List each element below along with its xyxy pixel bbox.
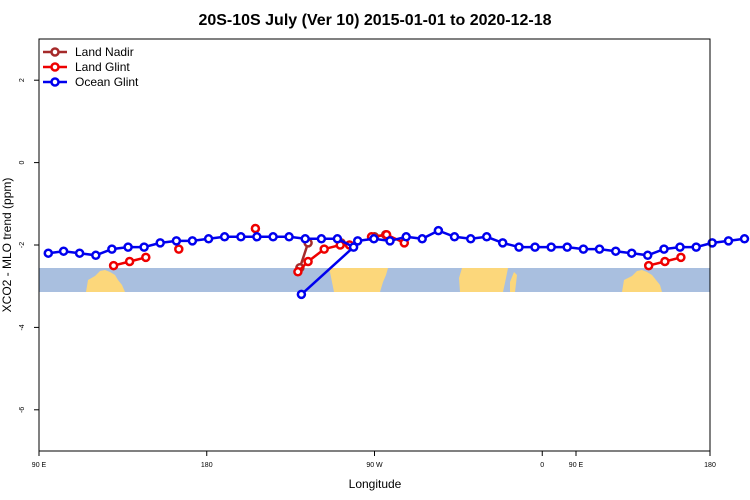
x-tick-label: 90 E bbox=[569, 462, 584, 469]
land-south-america bbox=[328, 268, 388, 292]
land-madagascar bbox=[510, 272, 517, 292]
data-point-ocean-glint bbox=[578, 244, 589, 254]
plot-frame bbox=[38, 38, 711, 452]
legend-item-land-glint: Land Glint bbox=[43, 60, 130, 74]
x-axis-label: Longitude bbox=[349, 477, 402, 491]
y-tick-label: -4 bbox=[19, 324, 26, 330]
x-tick-label: 90 E bbox=[32, 462, 47, 469]
data-point-ocean-glint bbox=[107, 244, 117, 254]
data-point-ocean-glint bbox=[642, 250, 653, 261]
data-point-ocean-glint bbox=[691, 242, 701, 252]
data-point-land-glint bbox=[293, 267, 303, 277]
data-point-ocean-glint bbox=[236, 232, 246, 242]
data-point-ocean-glint bbox=[481, 232, 492, 242]
data-point-land-glint bbox=[303, 256, 313, 267]
chart-title: 20S-10S July (Ver 10) 2015-01-01 to 2020… bbox=[198, 12, 551, 29]
legend-swatch-marker bbox=[50, 62, 60, 72]
data-point-ocean-glint bbox=[417, 234, 427, 244]
data-point-ocean-glint bbox=[449, 232, 460, 242]
data-point-ocean-glint bbox=[401, 232, 411, 242]
legend-item-ocean-glint: Ocean Glint bbox=[43, 75, 139, 89]
data-point-land-glint bbox=[660, 256, 670, 267]
x-tick-label: 180 bbox=[201, 462, 213, 469]
data-point-land-glint bbox=[174, 244, 184, 254]
legend-label: Land Nadir bbox=[75, 45, 134, 59]
data-point-ocean-glint bbox=[123, 242, 133, 252]
data-point-ocean-glint bbox=[594, 244, 605, 254]
data-point-ocean-glint bbox=[268, 232, 278, 242]
legend-swatch-marker bbox=[50, 47, 60, 57]
y-tick-label: 0 bbox=[19, 161, 26, 165]
x-tick-label: 90 W bbox=[366, 462, 383, 469]
data-point-ocean-glint bbox=[352, 236, 363, 246]
data-point-ocean-glint bbox=[465, 234, 476, 244]
data-point-ocean-glint bbox=[252, 232, 262, 242]
series-layer bbox=[43, 223, 750, 300]
y-tick-label: -6 bbox=[19, 407, 26, 413]
series-ocean-glint bbox=[43, 225, 750, 300]
data-point-ocean-glint bbox=[562, 242, 572, 252]
data-point-land-glint bbox=[643, 260, 654, 271]
data-point-ocean-glint bbox=[348, 242, 359, 252]
data-point-ocean-glint bbox=[675, 242, 685, 252]
y-axis: 2 0 -2 -4 -6 bbox=[19, 78, 39, 413]
data-point-ocean-glint bbox=[203, 234, 214, 244]
data-point-ocean-glint bbox=[187, 236, 198, 246]
data-point-ocean-glint bbox=[43, 248, 54, 258]
data-point-ocean-glint bbox=[514, 242, 524, 252]
land-australia-2 bbox=[622, 270, 662, 292]
data-point-land-glint bbox=[124, 256, 135, 267]
land-africa bbox=[459, 268, 508, 292]
x-axis: 90 E 180 90 W 0 90 E 180 bbox=[32, 451, 716, 469]
x-tick-label: 180 bbox=[704, 462, 716, 469]
data-point-land-glint bbox=[250, 223, 261, 234]
land-ocean-strip bbox=[39, 268, 710, 292]
data-point-ocean-glint bbox=[497, 238, 508, 248]
legend-swatch-marker bbox=[50, 77, 60, 87]
data-point-ocean-glint bbox=[626, 248, 637, 258]
data-point-ocean-glint bbox=[139, 242, 149, 252]
data-point-ocean-glint bbox=[296, 289, 307, 300]
land-australia-1 bbox=[86, 270, 125, 292]
y-axis-label: XCO2 - MLO trend (ppm) bbox=[0, 178, 14, 313]
data-point-land-glint bbox=[319, 244, 329, 254]
data-point-ocean-glint bbox=[74, 248, 85, 258]
y-tick-label: -2 bbox=[19, 242, 26, 248]
data-point-ocean-glint bbox=[332, 234, 343, 244]
data-point-land-glint bbox=[108, 260, 119, 271]
data-point-ocean-glint bbox=[610, 246, 621, 256]
y-tick-label: 2 bbox=[19, 78, 26, 82]
legend-item-land-nadir: Land Nadir bbox=[43, 45, 134, 59]
data-point-ocean-glint bbox=[546, 242, 556, 252]
data-point-ocean-glint bbox=[171, 236, 182, 246]
data-point-ocean-glint bbox=[284, 232, 294, 242]
data-point-ocean-glint bbox=[155, 238, 165, 248]
legend-label: Land Glint bbox=[75, 60, 130, 74]
data-point-ocean-glint bbox=[369, 234, 379, 244]
data-point-ocean-glint bbox=[58, 246, 69, 256]
data-point-ocean-glint bbox=[723, 236, 734, 246]
data-point-ocean-glint bbox=[433, 225, 444, 236]
data-point-ocean-glint bbox=[659, 244, 669, 254]
data-point-ocean-glint bbox=[530, 242, 540, 252]
data-point-ocean-glint bbox=[739, 234, 750, 244]
data-point-ocean-glint bbox=[316, 234, 327, 244]
legend-label: Ocean Glint bbox=[75, 75, 139, 89]
data-point-ocean-glint bbox=[300, 234, 310, 244]
x-tick-label: 0 bbox=[540, 462, 544, 469]
data-point-ocean-glint bbox=[91, 250, 101, 261]
data-point-ocean-glint bbox=[385, 236, 395, 246]
data-point-ocean-glint bbox=[219, 232, 230, 242]
data-point-land-glint bbox=[141, 252, 151, 263]
data-point-land-glint bbox=[676, 252, 686, 263]
